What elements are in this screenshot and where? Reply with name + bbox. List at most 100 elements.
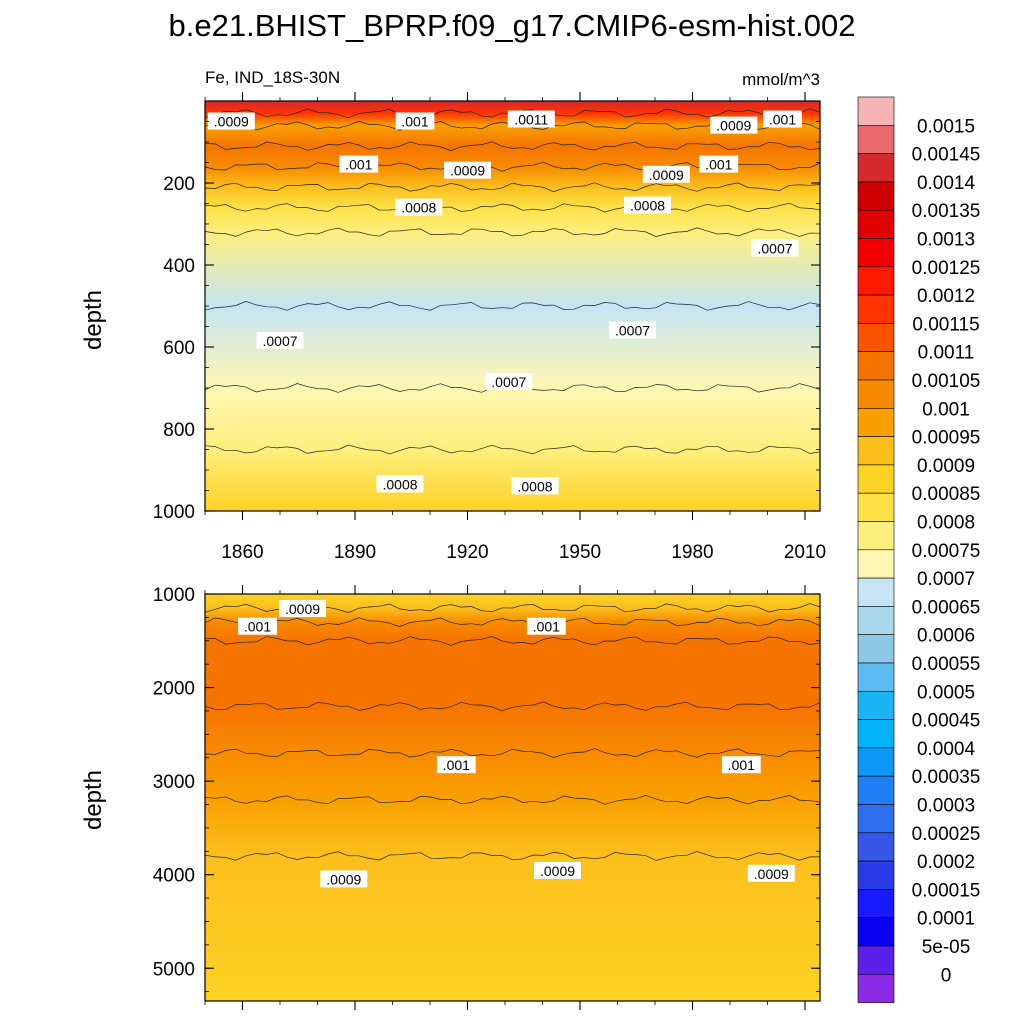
svg-text:.0009: .0009 bbox=[540, 863, 575, 879]
svg-text:.0009: .0009 bbox=[326, 871, 361, 887]
contour-label: .001 bbox=[238, 617, 277, 635]
svg-text:.001: .001 bbox=[728, 757, 755, 773]
lower-contour-line bbox=[204, 748, 821, 758]
x-tick-label: 1890 bbox=[334, 542, 376, 563]
colorbar-box bbox=[857, 125, 895, 154]
lower-plot-frame bbox=[204, 593, 821, 1002]
x-tick-label: 1860 bbox=[221, 542, 263, 563]
svg-text:.0009: .0009 bbox=[649, 167, 684, 183]
svg-text:.0008: .0008 bbox=[401, 200, 436, 216]
colorbar-box bbox=[857, 606, 895, 636]
colorbar-box bbox=[857, 294, 895, 324]
svg-text:.001: .001 bbox=[443, 757, 470, 773]
colorbar-label: 0.0015 bbox=[917, 116, 975, 137]
colorbar-box bbox=[857, 719, 895, 749]
contour-label: .0007 bbox=[485, 372, 533, 390]
colorbar-box bbox=[857, 266, 895, 296]
upper-contour-labels: .0009 .001 .0011 .0009 .001 .001 .0009 .0009 .00… bbox=[207, 110, 802, 495]
upper-y-axis: 200 400 600 800 1000 bbox=[153, 100, 820, 523]
colorbar-label: 0.00045 bbox=[912, 711, 981, 732]
y-tick-label: 3000 bbox=[153, 772, 195, 793]
colorbar: 0.0015 0.00145 0.0014 0.00135 0.0013 0.00125 0… bbox=[857, 96, 981, 1003]
contour-label: .0009 bbox=[642, 165, 690, 183]
colorbar-label: 0.00025 bbox=[912, 824, 981, 845]
colorbar-box bbox=[857, 634, 895, 664]
colorbar-label: 0.00085 bbox=[912, 484, 981, 505]
colorbar-box bbox=[857, 407, 895, 437]
lower-contour-line bbox=[204, 795, 821, 805]
colorbar-box bbox=[857, 860, 895, 890]
svg-text:.0007: .0007 bbox=[757, 241, 792, 257]
contour-label: .0009 bbox=[320, 870, 368, 888]
contour-label: .0009 bbox=[534, 861, 581, 879]
lower-y-axis: 1000 2000 3000 4000 5000 bbox=[153, 585, 820, 993]
upper-y-axis-label: depth bbox=[80, 290, 107, 350]
colorbar-label: 0.0009 bbox=[917, 456, 975, 477]
svg-text:.0009: .0009 bbox=[716, 118, 751, 134]
upper-contour-line bbox=[204, 141, 821, 152]
colorbar-box bbox=[857, 662, 895, 692]
colorbar-label: 5e-05 bbox=[922, 937, 971, 958]
colorbar-box bbox=[857, 832, 895, 862]
svg-text:.0009: .0009 bbox=[754, 866, 789, 882]
figure-title: b.e21.BHIST_BPRP.f09_g17.CMIP6-esm-hist.… bbox=[169, 8, 856, 43]
colorbar-box bbox=[857, 379, 895, 409]
colorbar-label: 0.00135 bbox=[912, 201, 981, 222]
lower-x-axis bbox=[204, 585, 806, 1010]
lower-contour-line bbox=[204, 636, 821, 646]
colorbar-label: 0.0006 bbox=[917, 626, 975, 647]
contour-label: .0009 bbox=[710, 116, 758, 134]
colorbar-label: 0.0012 bbox=[917, 286, 975, 307]
svg-text:.0008: .0008 bbox=[382, 476, 417, 492]
svg-text:.0009: .0009 bbox=[285, 601, 320, 617]
svg-text:.001: .001 bbox=[705, 157, 732, 173]
colorbar-box bbox=[857, 804, 895, 834]
y-tick-label: 5000 bbox=[153, 959, 195, 980]
lower-contour-labels: .0009 .001 .001 .001 .001 .0009 .0009 .0009 bbox=[238, 600, 795, 888]
contour-label: .001 bbox=[763, 110, 802, 128]
svg-text:.0007: .0007 bbox=[491, 374, 526, 390]
y-tick-label: 600 bbox=[163, 338, 195, 359]
colorbar-label: 0.00015 bbox=[912, 880, 981, 901]
upper-contour-line bbox=[204, 202, 821, 213]
contour-label: .0007 bbox=[256, 331, 304, 349]
colorbar-box bbox=[857, 209, 895, 239]
colorbar-box bbox=[857, 775, 895, 805]
colorbar-label: 0.00125 bbox=[912, 258, 981, 279]
y-tick-label: 1000 bbox=[153, 585, 195, 606]
colorbar-box bbox=[857, 690, 895, 720]
x-tick-label: 1980 bbox=[671, 542, 713, 563]
contour-label: .0008 bbox=[511, 477, 559, 495]
colorbar-label: 0.0003 bbox=[917, 796, 975, 817]
colorbar-label: 0.0001 bbox=[917, 909, 975, 930]
upper-contour-line bbox=[204, 301, 821, 311]
units-label: mmol/m^3 bbox=[742, 70, 820, 89]
contour-label: .001 bbox=[339, 155, 379, 173]
colorbar-label: 0.0007 bbox=[917, 569, 975, 590]
y-tick-label: 2000 bbox=[153, 679, 195, 700]
colorbar-box bbox=[857, 973, 895, 1003]
svg-text:.0009: .0009 bbox=[214, 114, 249, 130]
contour-label: .001 bbox=[721, 756, 761, 774]
colorbar-box bbox=[857, 153, 895, 183]
colorbar-box bbox=[857, 747, 895, 777]
lower-contour-line bbox=[204, 851, 820, 861]
contour-label: .0011 bbox=[507, 110, 555, 128]
svg-text:.001: .001 bbox=[533, 619, 560, 635]
lower-contour-line bbox=[204, 617, 821, 627]
contour-label: .0008 bbox=[395, 198, 443, 216]
x-tick-label: 1920 bbox=[446, 542, 488, 563]
contour-label: .001 bbox=[395, 112, 435, 130]
colorbar-label: 0 bbox=[941, 965, 952, 986]
contour-label: .0008 bbox=[376, 475, 424, 493]
colorbar-box bbox=[857, 181, 895, 211]
colorbar-box bbox=[857, 549, 895, 579]
colorbar-label: 0.00065 bbox=[912, 597, 981, 618]
contour-label: .0009 bbox=[207, 112, 255, 130]
svg-text:.0011: .0011 bbox=[514, 112, 548, 128]
svg-text:.0009: .0009 bbox=[450, 163, 485, 179]
upper-contour-line bbox=[204, 444, 821, 455]
colorbar-label: 0.0004 bbox=[917, 739, 976, 760]
contour-label: .0007 bbox=[751, 239, 799, 257]
